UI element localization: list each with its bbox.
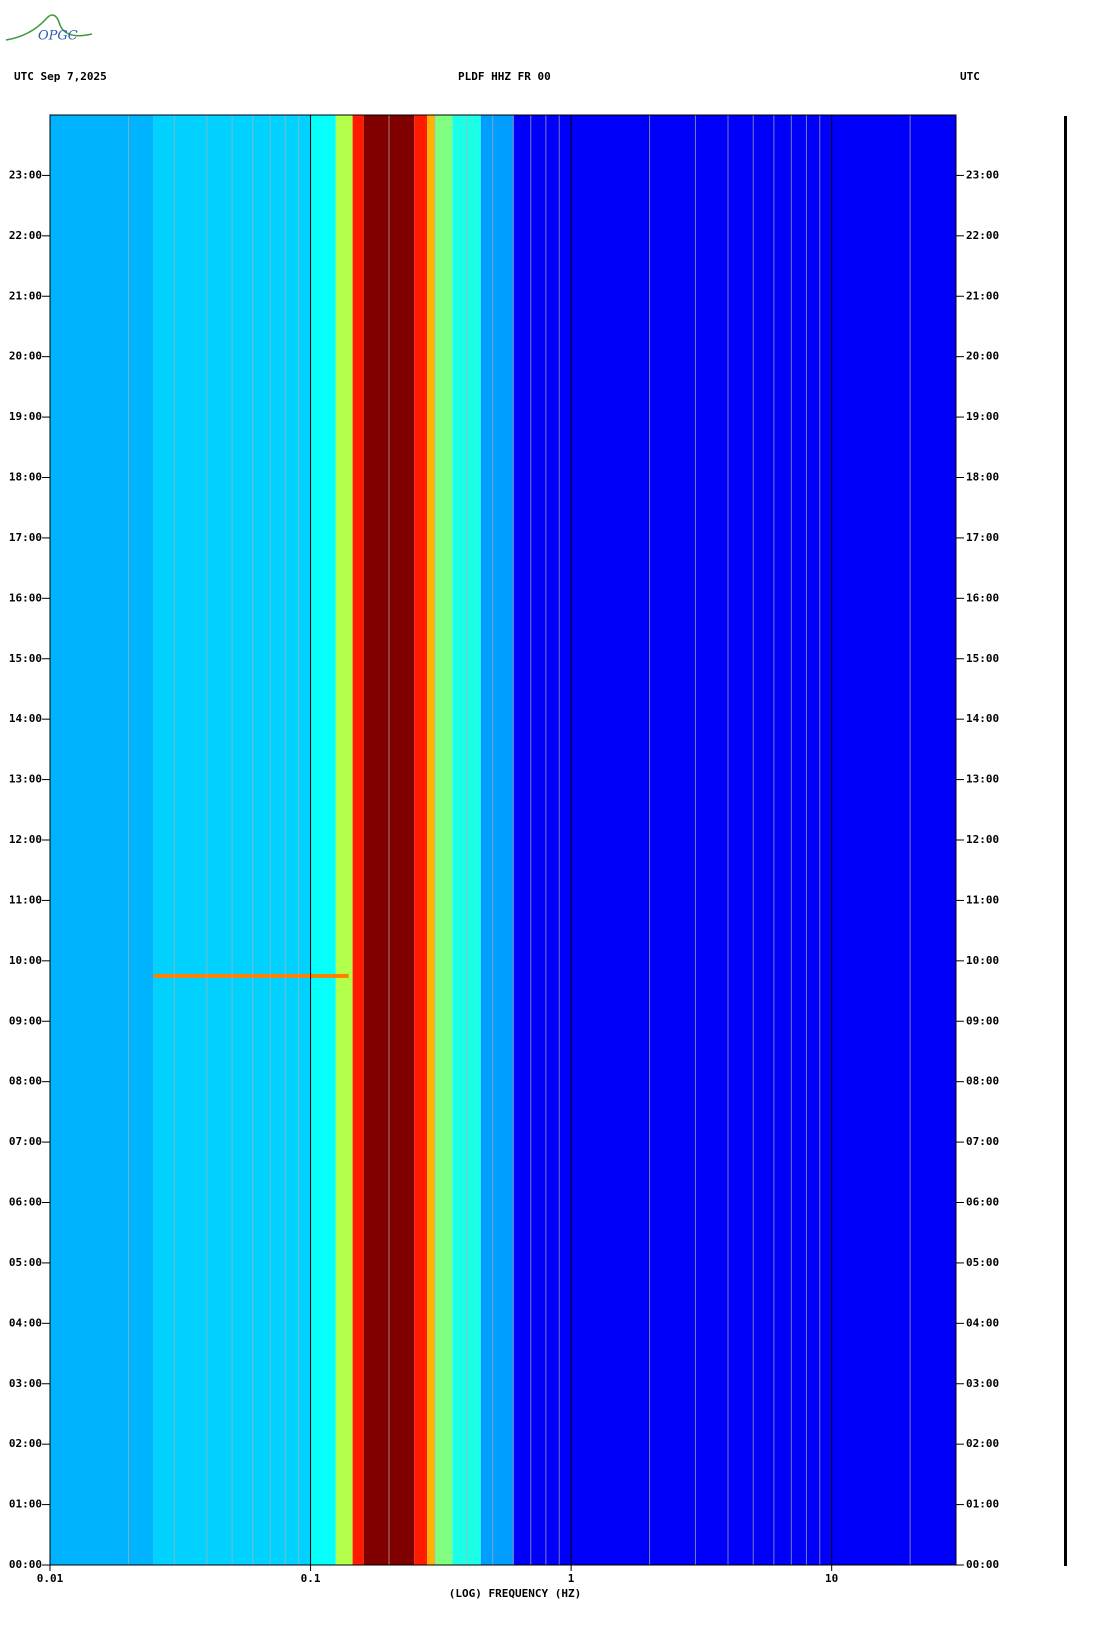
y-tick-label: 01:00	[9, 1498, 42, 1511]
y-tick-label-right: 02:00	[966, 1437, 999, 1450]
y-tick-label-right: 21:00	[966, 289, 999, 302]
y-tick-label-right: 16:00	[966, 591, 999, 604]
y-tick-label: 05:00	[9, 1256, 42, 1269]
y-tick-label-right: 19:00	[966, 410, 999, 423]
y-tick-label: 15:00	[9, 652, 42, 665]
y-tick-label: 21:00	[9, 289, 42, 302]
y-tick-label-right: 12:00	[966, 833, 999, 846]
y-tick-label: 03:00	[9, 1377, 42, 1390]
y-tick-label-right: 14:00	[966, 712, 999, 725]
chart-subtitle: UTC Sep 7,2025	[14, 70, 107, 83]
x-tick-label: 0.1	[301, 1572, 321, 1585]
y-tick-label-right: 07:00	[966, 1135, 999, 1148]
logo-swoosh	[5, 14, 93, 41]
y-tick-label: 00:00	[9, 1558, 42, 1571]
y-tick-label: 16:00	[9, 591, 42, 604]
y-tick-label-right: 05:00	[966, 1256, 999, 1269]
y-tick-label: 09:00	[9, 1014, 42, 1027]
y-tick-label-right: 23:00	[966, 168, 999, 181]
y-tick-label: 06:00	[9, 1196, 42, 1209]
spectral-band	[480, 115, 514, 1565]
event-band	[153, 973, 349, 978]
trace	[1064, 116, 1067, 1566]
chart-title: PLDF HHZ FR 00	[458, 70, 551, 83]
spectral-band	[414, 115, 428, 1565]
y-tick-label-right: 06:00	[966, 1196, 999, 1209]
spectral-band	[513, 115, 956, 1565]
y-tick-label: 17:00	[9, 531, 42, 544]
x-tick-label: 1	[568, 1572, 575, 1585]
spectral-band	[335, 115, 353, 1565]
spectral-band	[50, 115, 154, 1565]
y-tick-label: 20:00	[9, 350, 42, 363]
y-tick-label: 08:00	[9, 1075, 42, 1088]
x-tick-label: 10	[825, 1572, 838, 1585]
y-tick-label-right: 03:00	[966, 1377, 999, 1390]
y-tick-label: 18:00	[9, 471, 42, 484]
y-tick-label-right: 11:00	[966, 893, 999, 906]
x-axis-label: (LOG) FREQUENCY (HZ)	[449, 1587, 581, 1600]
y-tick-label-right: 13:00	[966, 773, 999, 786]
y-tick-label: 10:00	[9, 954, 42, 967]
y-tick-label: 19:00	[9, 410, 42, 423]
y-tick-label-right: 10:00	[966, 954, 999, 967]
y-tick-label-right: 20:00	[966, 350, 999, 363]
right-label: UTC	[960, 70, 980, 83]
y-tick-label: 22:00	[9, 229, 42, 242]
spectral-band	[352, 115, 364, 1565]
spectral-band	[452, 115, 481, 1565]
spectral-band	[310, 115, 336, 1565]
y-tick-label: 13:00	[9, 773, 42, 786]
x-tick-label: 0.01	[37, 1572, 64, 1585]
y-tick-label-right: 04:00	[966, 1316, 999, 1329]
y-tick-label: 14:00	[9, 712, 42, 725]
y-tick-label: 23:00	[9, 168, 42, 181]
y-tick-label: 04:00	[9, 1316, 42, 1329]
y-tick-label-right: 09:00	[966, 1014, 999, 1027]
y-tick-label: 12:00	[9, 833, 42, 846]
y-tick-label-right: 17:00	[966, 531, 999, 544]
y-tick-label-right: 22:00	[966, 229, 999, 242]
y-tick-label-right: 18:00	[966, 471, 999, 484]
plot-frame	[49, 114, 957, 1566]
y-tick-label: 07:00	[9, 1135, 42, 1148]
logo: OPGC	[38, 29, 78, 44]
y-tick-label: 02:00	[9, 1437, 42, 1450]
y-tick-label-right: 08:00	[966, 1075, 999, 1088]
spectral-band	[434, 115, 453, 1565]
y-tick-label: 11:00	[9, 893, 42, 906]
y-tick-label-right: 01:00	[966, 1498, 999, 1511]
y-tick-label-right: 15:00	[966, 652, 999, 665]
spectral-band	[427, 115, 435, 1565]
y-tick-label-right: 00:00	[966, 1558, 999, 1571]
